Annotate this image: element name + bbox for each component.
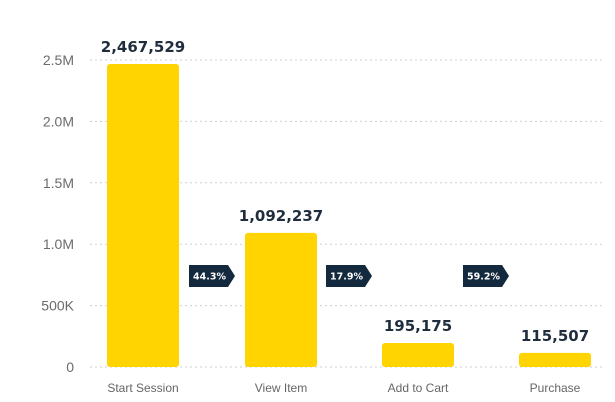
bar-start-session <box>107 63 179 368</box>
conversion-badge-shape <box>463 265 509 287</box>
conversion-rate-label: 59.2% <box>467 272 500 283</box>
conversion-rate-badge: 17.9% <box>326 265 372 287</box>
value-labels: 2,467,529 1,092,237 195,175 115,507 <box>101 38 589 345</box>
x-tick-label: Add to Cart <box>388 381 449 395</box>
data-label: 2,467,529 <box>101 38 185 56</box>
data-label: 1,092,237 <box>239 207 323 225</box>
data-label: 195,175 <box>384 317 452 335</box>
conversion-rate-label: 44.3% <box>193 272 226 283</box>
y-tick-label: 2.0M <box>43 113 74 129</box>
y-axis: 0 500K 1.0M 1.5M 2.0M 2.5M <box>41 52 74 375</box>
y-tick-label: 500K <box>41 298 74 314</box>
x-tick-label: Purchase <box>530 381 581 395</box>
y-tick-label: 1.0M <box>43 236 74 252</box>
bar-purchase <box>519 352 591 367</box>
conversion-rate-badge: 44.3% <box>189 265 235 287</box>
conversion-rate-label: 17.9% <box>330 272 363 283</box>
conversion-rate-badge: 59.2% <box>463 265 509 287</box>
conversion-badge-shape <box>326 265 372 287</box>
bar-add-to-cart <box>382 343 454 367</box>
y-tick-label: 2.5M <box>43 52 74 68</box>
x-axis: Start Session View Item Add to Cart Purchas… <box>107 381 580 395</box>
bars <box>107 63 591 368</box>
bar-view-item <box>245 232 317 367</box>
conversion-badges: 44.3% 17.9% 59.2% <box>189 265 509 287</box>
x-tick-label: Start Session <box>107 381 178 395</box>
y-tick-label: 0 <box>66 359 74 375</box>
data-label: 115,507 <box>521 327 589 345</box>
x-tick-label: View Item <box>255 381 307 395</box>
conversion-badge-shape <box>189 265 235 287</box>
y-tick-label: 1.5M <box>43 175 74 191</box>
